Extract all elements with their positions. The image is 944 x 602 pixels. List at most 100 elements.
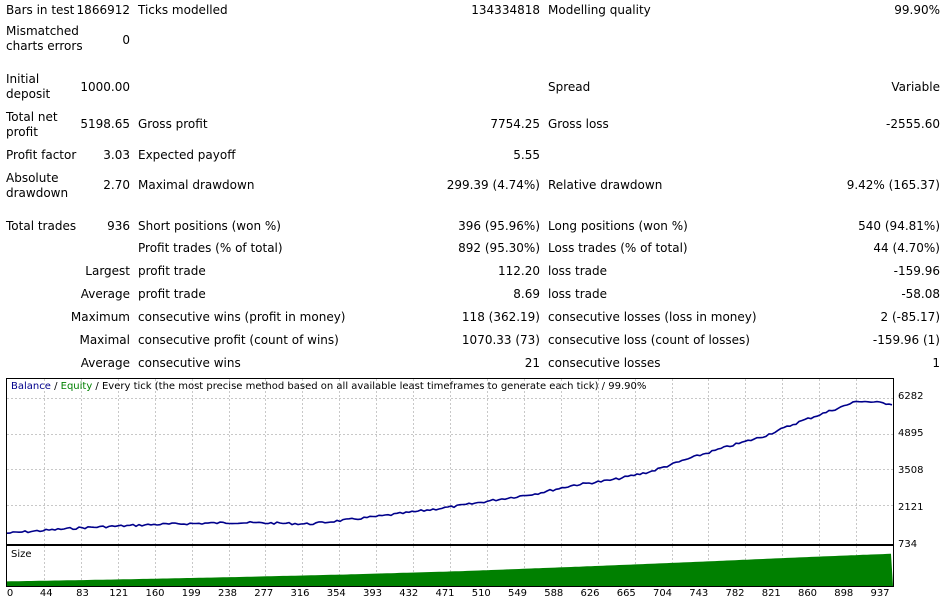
x-tick-label: 83 xyxy=(76,588,89,599)
maximal-consecutive-profit-label: consecutive profit (count of wins) xyxy=(138,333,339,347)
x-tick-label: 238 xyxy=(217,588,238,599)
balance-chart-plot xyxy=(7,379,893,544)
profit-factor-label: Profit factor xyxy=(6,148,77,162)
x-tick-label: 160 xyxy=(145,588,165,599)
y-tick-label: 2121 xyxy=(898,502,924,513)
maximal-label: Maximal xyxy=(79,333,130,347)
initial-deposit-label: Initial deposit xyxy=(6,72,51,101)
total-net-profit-label: Total net profit xyxy=(6,110,58,139)
size-chart: Size xyxy=(6,545,894,587)
legend-balance: Balance xyxy=(11,381,51,392)
maximal-drawdown-label: Maximal drawdown xyxy=(138,178,255,192)
x-tick-label: 354 xyxy=(326,588,346,599)
profit-trades-value: 892 (95.30%) xyxy=(458,241,540,255)
largest-profit-trade-label: profit trade xyxy=(138,264,206,278)
x-tick-label: 626 xyxy=(580,588,600,599)
x-tick-label: 0 xyxy=(6,588,14,599)
balance-line xyxy=(7,400,893,534)
average-profit-trade-value: 8.69 xyxy=(513,287,540,301)
balance-chart: Balance / Equity / Every tick (the most … xyxy=(6,378,894,545)
x-tick-label: 743 xyxy=(689,588,709,599)
loss-trades-value: 44 (4.70%) xyxy=(873,241,940,255)
x-tick-label: 510 xyxy=(471,588,491,599)
x-tick-label: 821 xyxy=(761,588,781,599)
maximal-consecutive-loss-label: consecutive loss (count of losses) xyxy=(548,333,750,347)
modelling-quality-label: Modelling quality xyxy=(548,3,651,17)
relative-drawdown-value: 9.42% (165.37) xyxy=(846,178,940,192)
max-consecutive-losses-label: consecutive losses (loss in money) xyxy=(548,310,757,324)
bars-in-test-value: 1866912 xyxy=(76,3,130,17)
maximal-consecutive-loss-value: -159.96 (1) xyxy=(872,333,940,347)
max-consecutive-wins-label: consecutive wins (profit in money) xyxy=(138,310,346,324)
size-area xyxy=(7,553,893,586)
largest-profit-trade-value: 112.20 xyxy=(498,264,540,278)
profit-trades-label: Profit trades (% of total) xyxy=(138,241,283,255)
mismatched-charts-errors-label: Mismatched charts errors xyxy=(6,24,83,53)
avg-consecutive-losses-label: consecutive losses xyxy=(548,356,661,370)
x-tick-label: 199 xyxy=(181,588,201,599)
x-tick-label: 782 xyxy=(725,588,745,599)
x-tick-label: 121 xyxy=(109,588,129,599)
size-chart-title: Size xyxy=(11,549,32,560)
x-tick-label: 898 xyxy=(834,588,854,599)
legend-equity: Equity xyxy=(60,381,93,392)
total-trades-label: Total trades xyxy=(6,219,77,233)
short-positions-value: 396 (95.96%) xyxy=(458,219,540,233)
average-profit-trade-label: profit trade xyxy=(138,287,206,301)
largest-label: Largest xyxy=(85,264,130,278)
average-loss-trade-value: -58.08 xyxy=(901,287,940,301)
x-tick-label: 44 xyxy=(39,588,53,599)
maximal-drawdown-value: 299.39 (4.74%) xyxy=(446,178,540,192)
x-tick-label: 393 xyxy=(362,588,383,599)
largest-loss-trade-value: -159.96 xyxy=(893,264,940,278)
legend-quality: 99.90% xyxy=(608,381,647,392)
avg-consecutive-wins-label: consecutive wins xyxy=(138,356,241,370)
legend-method: Every tick (the most precise method base… xyxy=(101,381,599,392)
x-tick-label: 937 xyxy=(870,588,890,599)
total-trades-value: 936 xyxy=(107,219,130,233)
absolute-drawdown-value: 2.70 xyxy=(103,178,130,192)
y-tick-label: 734 xyxy=(898,539,918,550)
x-tick-label: 471 xyxy=(435,588,455,599)
maximum-label: Maximum xyxy=(70,310,130,324)
gross-loss-label: Gross loss xyxy=(548,117,609,131)
ticks-modelled-value: 134334818 xyxy=(471,3,540,17)
avg-consecutive-losses-value: 1 xyxy=(932,356,940,370)
largest-loss-trade-label: loss trade xyxy=(548,264,607,278)
x-tick-label: 860 xyxy=(797,588,818,599)
x-tick-label: 549 xyxy=(507,588,528,599)
x-tick-label: 277 xyxy=(254,588,274,599)
initial-deposit-value: 1000.00 xyxy=(80,80,130,94)
legend-separator: / xyxy=(92,381,102,392)
x-tick-label: 588 xyxy=(544,588,564,599)
profit-factor-value: 3.03 xyxy=(103,148,130,162)
modelling-quality-value: 99.90% xyxy=(894,3,940,17)
average-consecutive-label: Average xyxy=(80,356,130,370)
expected-payoff-value: 5.55 xyxy=(513,148,540,162)
mismatched-charts-errors-value: 0 xyxy=(122,33,130,47)
spread-label: Spread xyxy=(548,80,591,94)
x-tick-label: 316 xyxy=(290,588,310,599)
loss-trades-label: Loss trades (% of total) xyxy=(548,241,688,255)
long-positions-value: 540 (94.81%) xyxy=(858,219,940,233)
max-consecutive-wins-value: 118 (362.19) xyxy=(461,310,540,324)
long-positions-label: Long positions (won %) xyxy=(548,219,688,233)
absolute-drawdown-label: Absolute drawdown xyxy=(6,171,69,200)
avg-consecutive-wins-value: 21 xyxy=(524,356,540,370)
bars-in-test-label: Bars in test xyxy=(6,3,75,17)
total-net-profit-value: 5198.65 xyxy=(80,117,130,131)
y-tick-label: 6282 xyxy=(898,391,924,402)
relative-drawdown-label: Relative drawdown xyxy=(548,178,663,192)
legend-separator: / xyxy=(598,381,609,392)
maximal-consecutive-profit-value: 1070.33 (73) xyxy=(461,333,540,347)
spread-value: Variable xyxy=(891,80,940,94)
x-tick-label: 432 xyxy=(399,588,419,599)
gross-profit-label: Gross profit xyxy=(138,117,208,131)
gross-loss-value: -2555.60 xyxy=(886,117,940,131)
short-positions-label: Short positions (won %) xyxy=(138,219,281,233)
average-label: Average xyxy=(80,287,130,301)
size-chart-plot xyxy=(7,546,893,586)
x-tick-label: 704 xyxy=(652,588,673,599)
y-tick-label: 4895 xyxy=(898,428,924,439)
ticks-modelled-label: Ticks modelled xyxy=(138,3,228,17)
